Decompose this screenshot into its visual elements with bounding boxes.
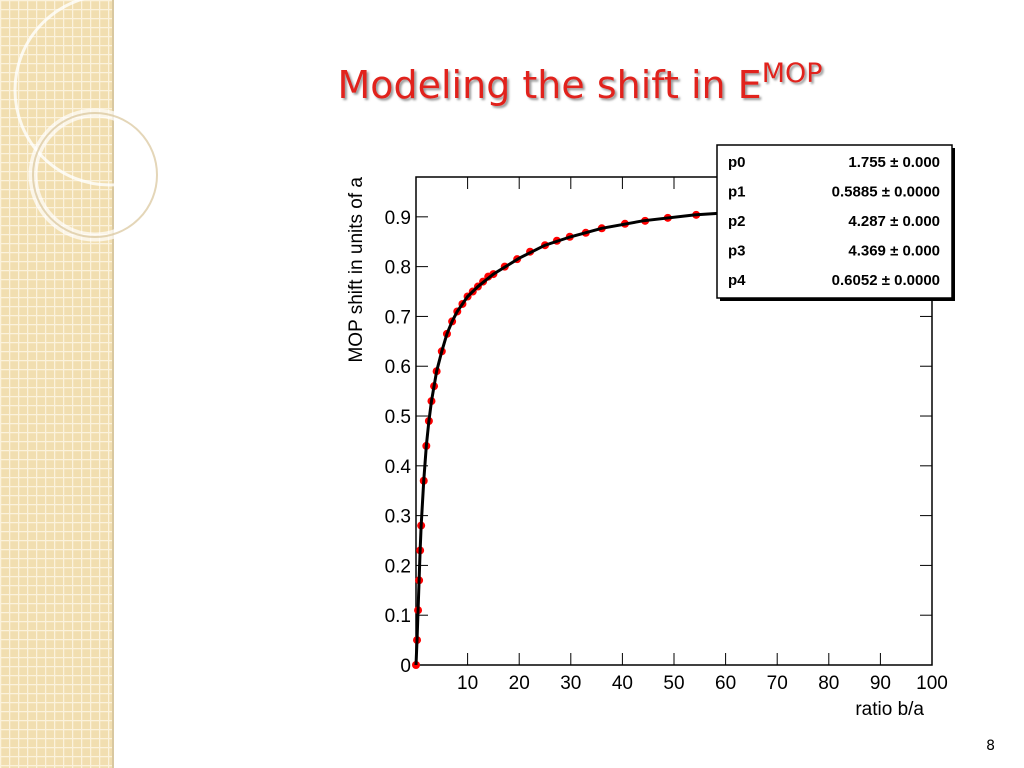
x-axis-label: ratio b/a [855,699,924,720]
y-tick-label: 0.4 [385,457,412,478]
stat-name: p4 [728,272,746,289]
x-tick-label: 100 [916,673,948,694]
y-tick-label: 0.8 [385,258,411,279]
title-main: Modeling the shift in E [337,63,761,107]
plot: 10 20 30 40 50 60 70 80 90 100 0 0.1 0.2 0.3 0.4 0.5 0.6… [346,144,955,720]
x-tick-label: 20 [509,673,530,694]
stat-value: 0.5885 ± 0.0000 [832,184,940,201]
y-tick-label: 0.9 [385,208,411,229]
deco-circle [13,0,207,187]
y-tick-label: 0.2 [385,556,411,577]
stat-name: p2 [728,213,746,230]
x-tick-label: 10 [457,673,478,694]
stat-name: p1 [728,184,746,201]
stat-name: p0 [728,154,746,171]
y-tick-label: 0.5 [385,407,411,428]
slide-title: Modeling the shift in EMOP [337,58,822,107]
fit-line [414,211,726,666]
stat-value: 4.287 ± 0.000 [848,213,940,230]
x-tick-label: 50 [663,673,684,694]
y-tick-label: 0.1 [385,606,411,627]
x-tick-label: 60 [715,673,736,694]
title-superscript: MOP [762,58,823,89]
stat-value: 0.6052 ± 0.0000 [832,272,940,289]
x-tick-label: 30 [560,673,581,694]
x-tick-label: 40 [612,673,633,694]
y-tick-label: 0.6 [385,357,411,378]
slide-number: 8 [986,738,995,754]
y-tick-label: 0 [400,656,411,677]
y-axis-label: MOP shift in units of a [346,177,367,363]
x-tick-label: 80 [818,673,839,694]
x-tick-label: 70 [767,673,788,694]
y-tick-label: 0.3 [385,507,411,528]
x-tick-label: 90 [870,673,891,694]
stats-box [716,144,953,299]
y-tick-label: 0.7 [385,307,411,328]
stat-value: 4.369 ± 0.000 [848,243,940,260]
stat-name: p3 [728,243,746,260]
stat-value: 1.755 ± 0.000 [848,154,940,171]
deco-circle [32,112,158,238]
